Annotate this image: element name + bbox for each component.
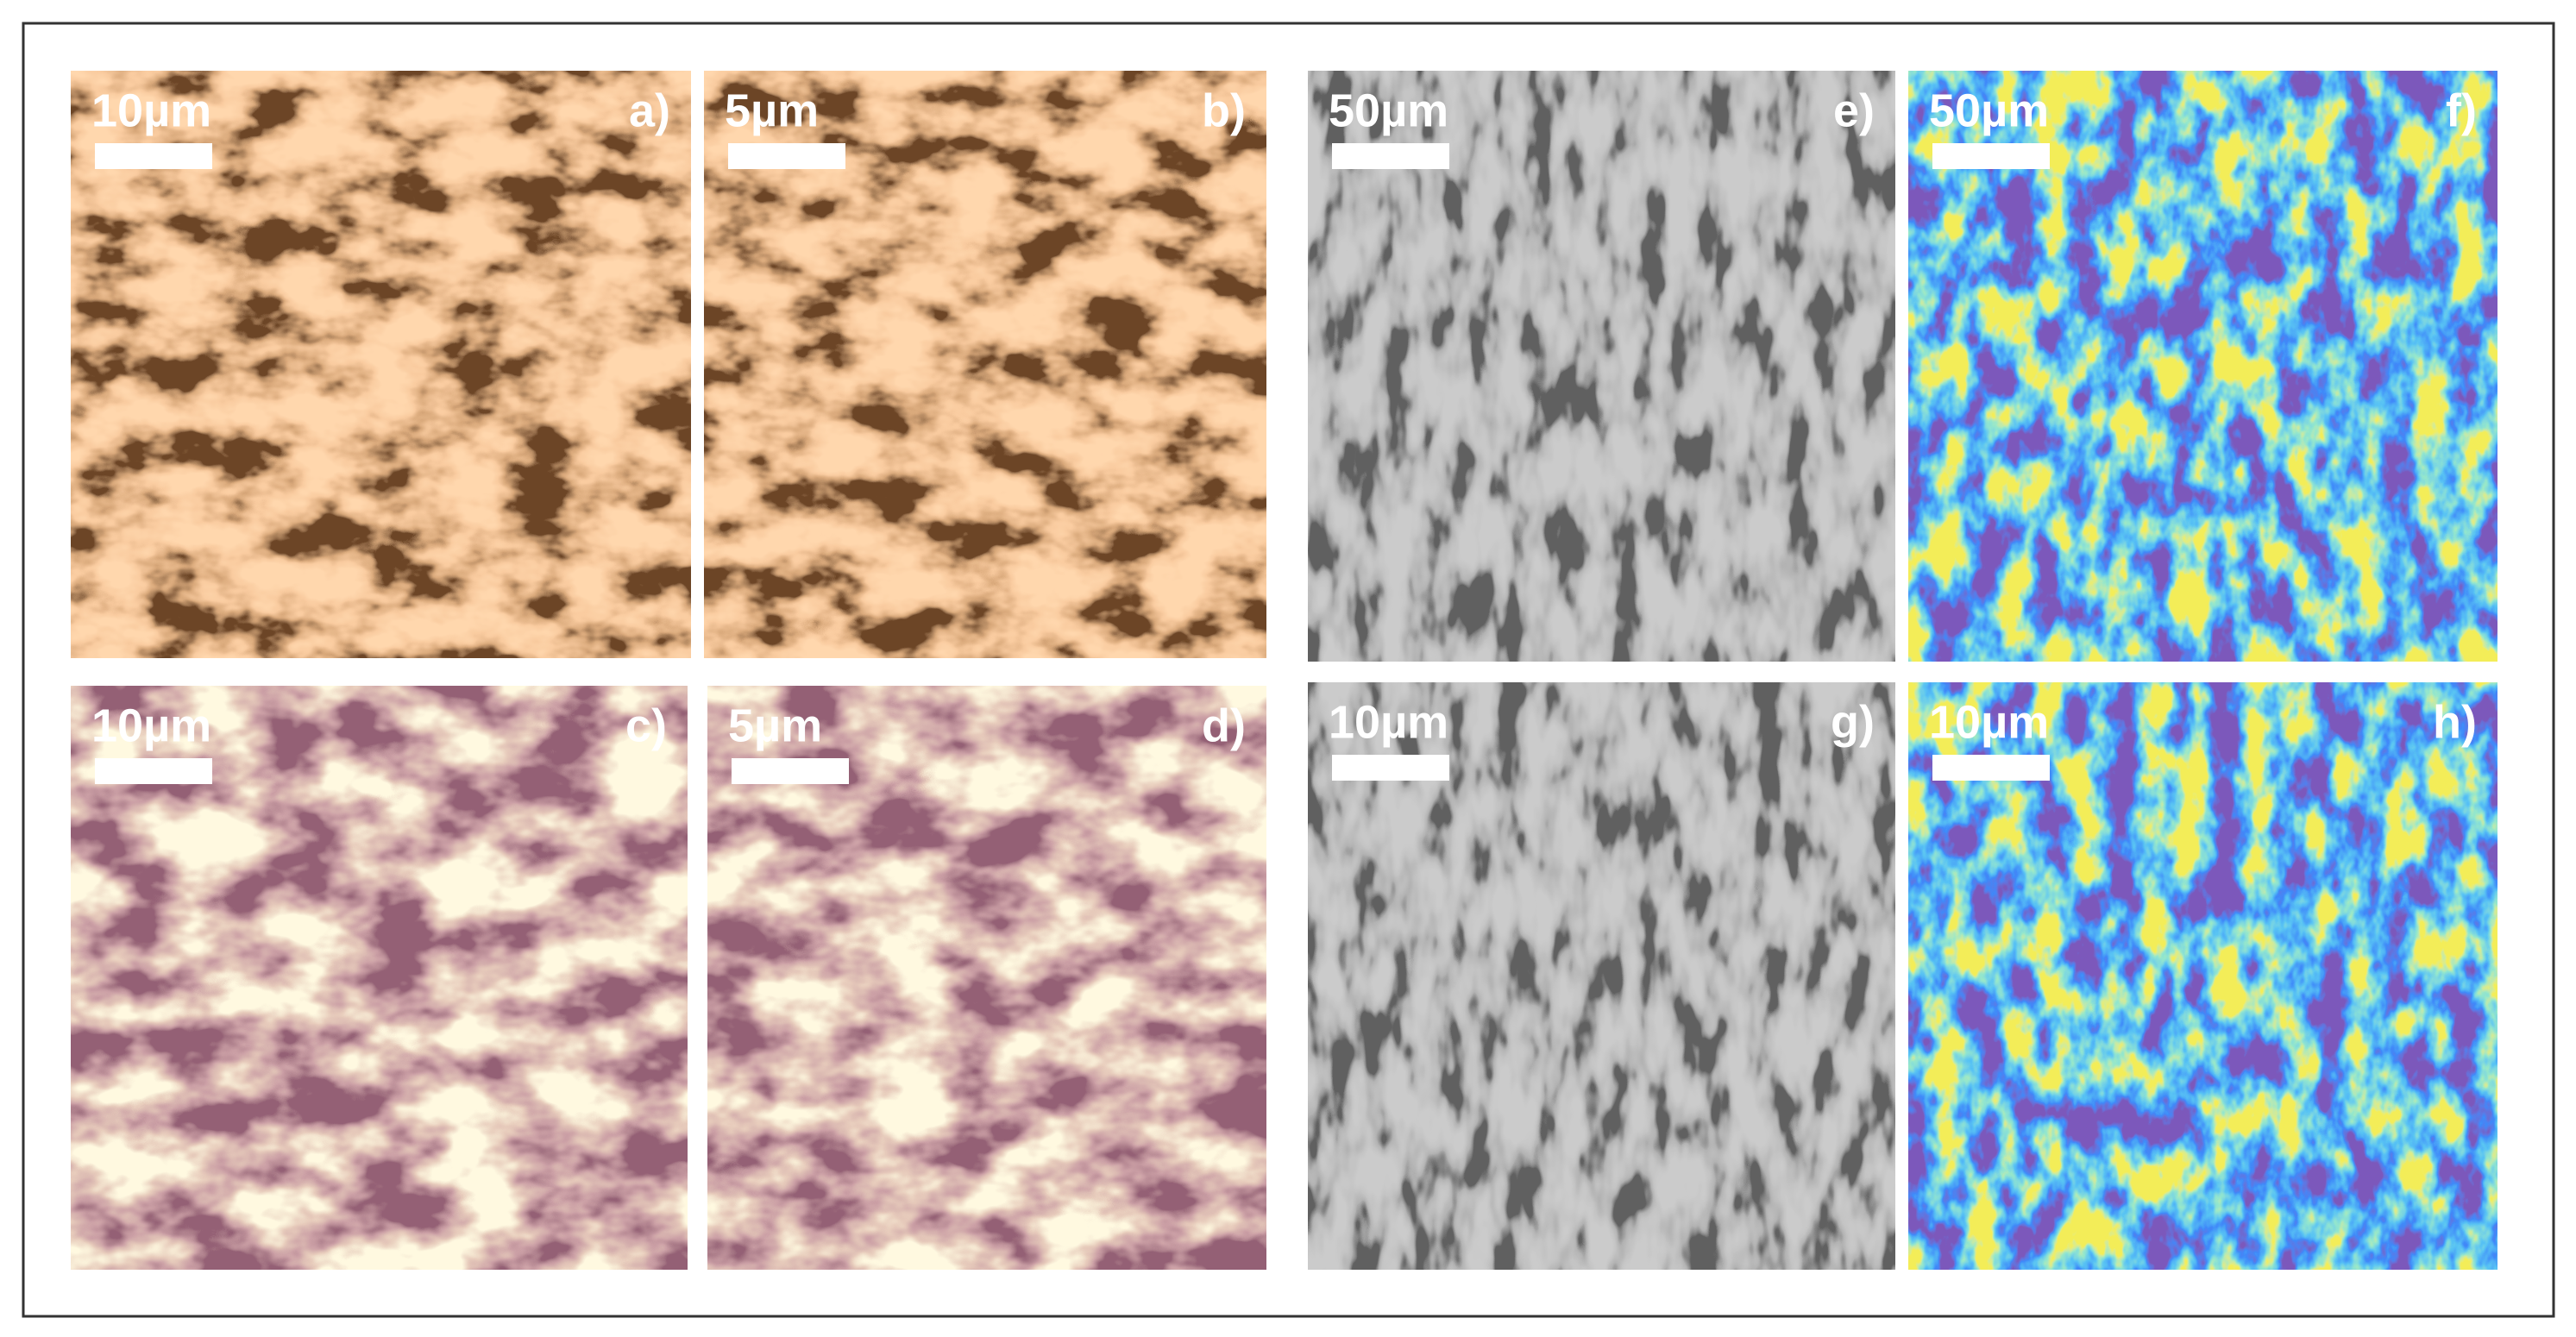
- panel-label: d): [1202, 700, 1246, 751]
- scale-label: 5µm: [728, 700, 822, 751]
- scale-label: 10µm: [1329, 696, 1448, 748]
- scale-label: 10µm: [91, 85, 211, 136]
- scale-bar: [1332, 143, 1449, 169]
- panel-label: c): [625, 700, 667, 751]
- scale-label: 50µm: [1329, 85, 1448, 136]
- scale-label: 5µm: [725, 85, 819, 136]
- scale-label: 10µm: [1929, 696, 2049, 748]
- panel-label: g): [1831, 696, 1875, 748]
- panel-label: a): [629, 85, 670, 136]
- scale-bar: [728, 143, 845, 169]
- panel-label: h): [2433, 696, 2477, 748]
- panel-label: e): [1833, 85, 1875, 136]
- image-panel: [1908, 71, 2497, 662]
- scale-bar: [1332, 755, 1449, 781]
- scale-bar: [95, 143, 212, 169]
- panel-label: b): [1202, 85, 1246, 136]
- scale-bar: [95, 758, 212, 784]
- image-panel: [1308, 71, 1895, 662]
- figure-border: [22, 22, 2555, 1318]
- scale-label: 50µm: [1929, 85, 2049, 136]
- panel-label: f): [2446, 85, 2477, 136]
- scale-label: 10µm: [91, 700, 211, 751]
- scale-bar: [1932, 755, 2050, 781]
- scale-bar: [732, 758, 849, 784]
- scale-bar: [1932, 143, 2050, 169]
